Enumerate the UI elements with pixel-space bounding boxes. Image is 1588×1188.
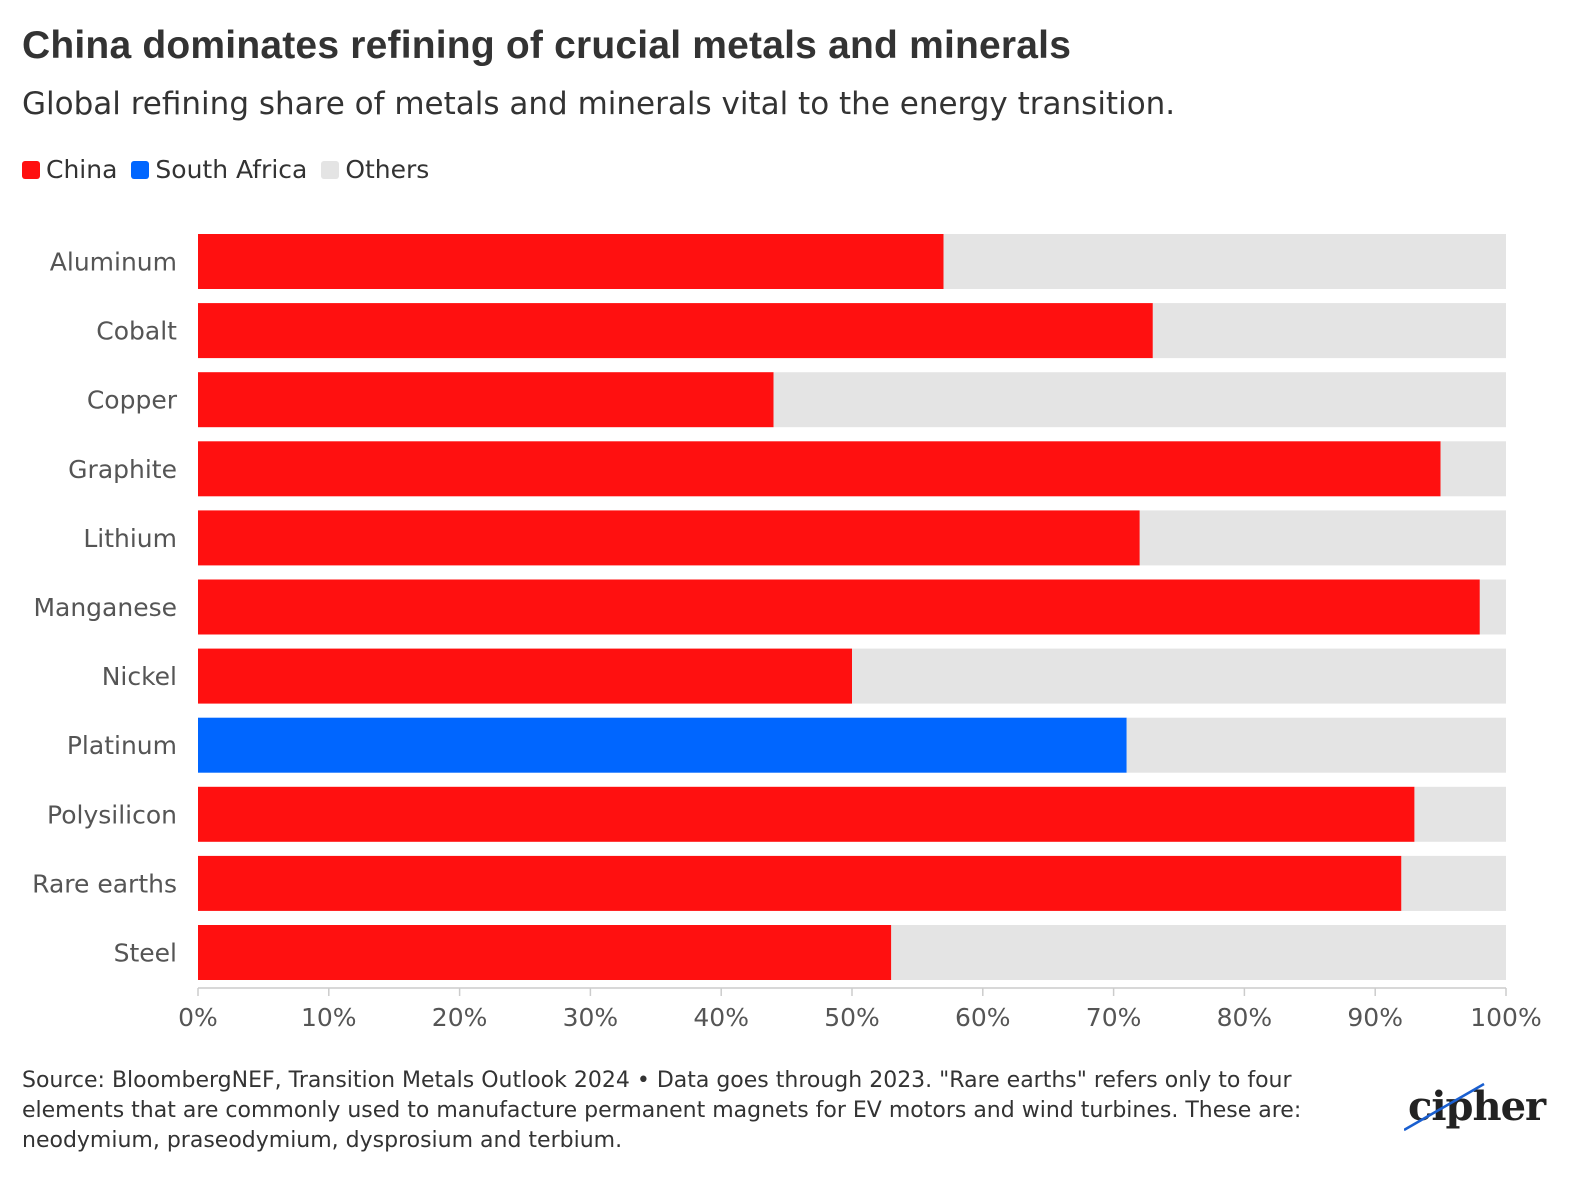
category-label-polysilicon: Polysilicon — [47, 800, 177, 829]
category-label-steel: Steel — [114, 939, 177, 968]
category-label-rare-earths: Rare earths — [32, 869, 177, 898]
category-label-copper: Copper — [87, 386, 178, 415]
source-note: Source: BloombergNEF, Transition Metals … — [22, 1068, 1302, 1153]
legend-swatch-others — [321, 160, 340, 179]
x-tick-label: 40% — [693, 1003, 749, 1032]
x-tick-label: 0% — [178, 1003, 218, 1032]
legend-swatch-china — [22, 160, 40, 179]
category-label-nickel: Nickel — [102, 662, 177, 691]
x-tick-label: 70% — [1086, 1003, 1142, 1032]
bar-cobalt-china — [198, 303, 1153, 359]
bar-steel-others — [891, 925, 1506, 980]
bar-aluminum-china — [198, 234, 944, 289]
legend-swatch-south-africa — [131, 160, 150, 179]
legend-label-china: China — [46, 155, 118, 184]
category-label-lithium: Lithium — [83, 524, 177, 553]
bar-polysilicon-others — [1414, 786, 1506, 842]
legend-label-others: Others — [345, 155, 430, 184]
bar-nickel-china — [198, 648, 852, 704]
bar-platinum-south-africa — [198, 717, 1127, 773]
bar-polysilicon-china — [198, 786, 1415, 842]
x-tick-label: 80% — [1217, 1003, 1273, 1032]
x-tick-label: 20% — [432, 1003, 488, 1032]
x-tick-label: 10% — [301, 1003, 357, 1032]
bar-manganese-others — [1479, 579, 1506, 635]
svg-text:cipher: cipher — [1408, 1083, 1547, 1130]
bar-graphite-others — [1440, 441, 1506, 497]
bar-rare-earths-china — [198, 855, 1402, 911]
bar-platinum-others — [1126, 717, 1506, 773]
bar-chart: Aluminum Cobalt Copper Graphite Lithium Manga… — [32, 234, 1542, 1032]
category-label-cobalt: Cobalt — [96, 317, 177, 346]
legend-item-china: China — [22, 155, 117, 184]
category-label-manganese: Manganese — [33, 593, 177, 622]
legend-label-south-africa: South Africa — [155, 155, 308, 184]
bar-nickel-others — [852, 648, 1506, 704]
category-label-platinum: Platinum — [67, 731, 177, 760]
bar-copper-china — [198, 372, 774, 428]
x-tick-label: 30% — [563, 1003, 619, 1032]
bar-aluminum-others — [943, 234, 1506, 289]
legend: China South Africa Others — [22, 155, 443, 184]
legend-item-others: Others — [321, 155, 429, 184]
category-label-graphite: Graphite — [68, 455, 177, 484]
bar-lithium-china — [198, 510, 1140, 566]
category-label-aluminum: Aluminum — [50, 248, 177, 277]
cipher-logo: cipher — [1403, 1076, 1554, 1140]
bar-manganese-china — [198, 579, 1480, 635]
bar-cobalt-others — [1152, 303, 1506, 359]
bar-lithium-others — [1139, 510, 1506, 566]
x-tick-label: 100% — [1470, 1003, 1541, 1032]
bar-graphite-china — [198, 441, 1441, 497]
legend-item-south-africa: South Africa — [131, 155, 307, 184]
x-tick-label: 60% — [955, 1003, 1011, 1032]
chart-subtitle: Global refining share of metals and mine… — [22, 86, 1176, 122]
bar-copper-others — [773, 372, 1506, 428]
bar-rare-earths-others — [1401, 855, 1506, 911]
chart-title: China dominates refining of crucial meta… — [22, 24, 1072, 67]
x-tick-label: 50% — [824, 1003, 880, 1032]
x-tick-label: 90% — [1347, 1003, 1403, 1032]
bar-steel-china — [198, 925, 892, 980]
